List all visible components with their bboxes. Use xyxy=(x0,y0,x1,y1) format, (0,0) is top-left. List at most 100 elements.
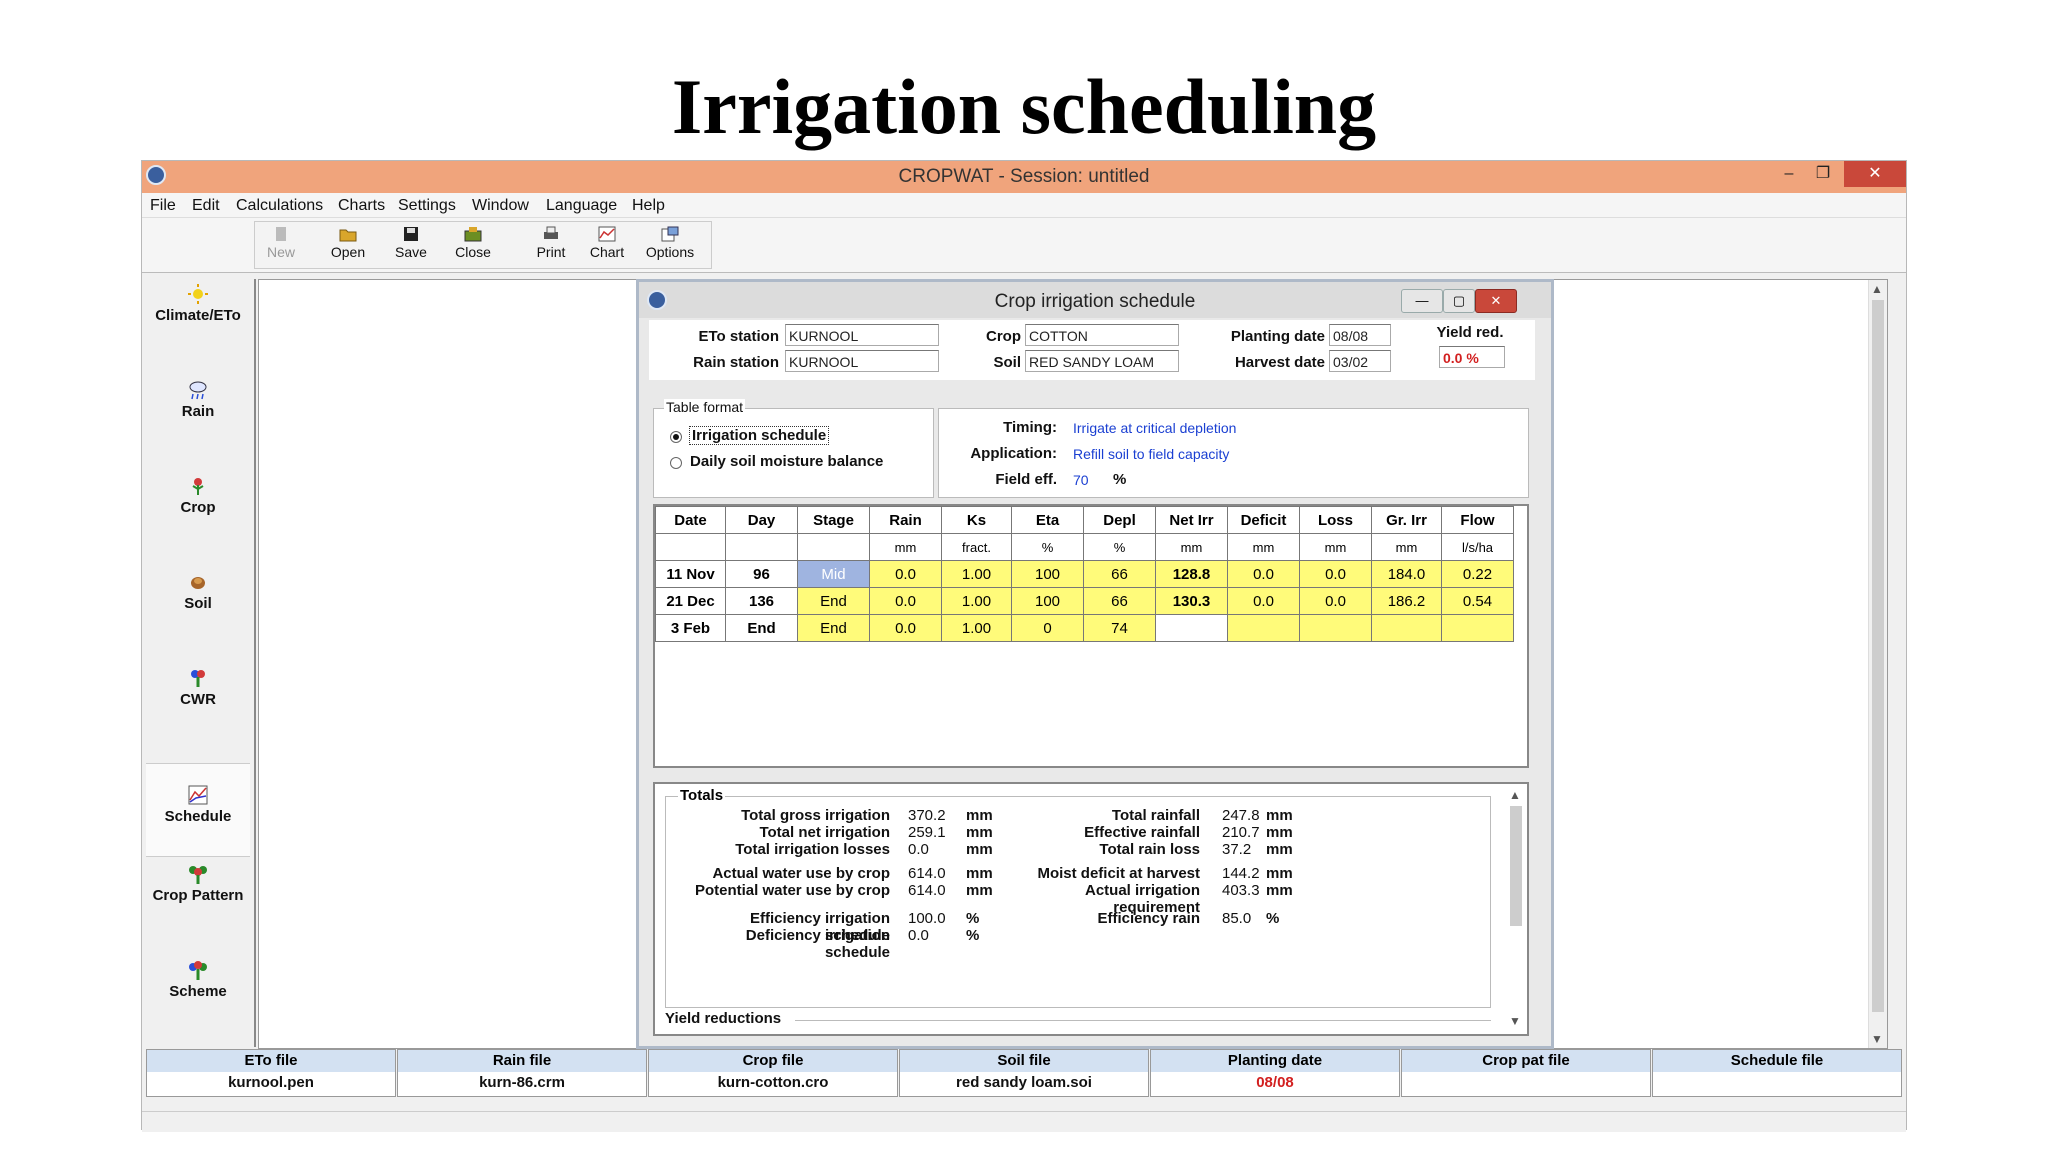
daily-balance-radio[interactable] xyxy=(670,457,682,469)
column-header[interactable]: Date xyxy=(655,506,726,534)
menu-charts[interactable]: Charts xyxy=(338,197,386,214)
soil-icon xyxy=(191,577,205,589)
table-cell: 0.0 xyxy=(869,614,942,642)
status-cell[interactable]: Planting date 08/08 xyxy=(1150,1049,1400,1097)
timing-value[interactable]: Irrigate at critical depletion xyxy=(1073,420,1237,436)
field-eff-value[interactable]: 70 xyxy=(1073,472,1089,488)
eto-station-field: KURNOOL xyxy=(785,324,939,346)
totals-unit: mm xyxy=(966,841,993,858)
table-format-legend: Table format xyxy=(664,399,746,415)
totals-unit: mm xyxy=(1266,824,1293,841)
window-title: CROPWAT - Session: untitled xyxy=(898,166,1150,187)
totals-value: 85.0 xyxy=(1222,910,1252,927)
table-cell xyxy=(1155,614,1228,642)
totals-scroll-down-icon[interactable]: ▼ xyxy=(1509,1014,1521,1028)
scroll-down-icon[interactable]: ▼ xyxy=(1871,1032,1883,1046)
column-header[interactable]: Depl xyxy=(1083,506,1156,534)
open-button[interactable]: Open xyxy=(311,224,385,266)
menu-language[interactable]: Language xyxy=(546,197,618,214)
schedule-table-panel: Date Day Stage Rain Ks Eta Depl Net Irr Deficit L… xyxy=(653,504,1529,768)
scroll-up-icon[interactable]: ▲ xyxy=(1871,282,1883,296)
status-cell[interactable]: Soil file red sandy loam.soi xyxy=(899,1049,1149,1097)
yield-red-label: Yield red. xyxy=(1436,324,1504,341)
open-label: Open xyxy=(330,244,366,260)
status-heading: ETo file xyxy=(147,1050,395,1072)
totals-value: 37.2 xyxy=(1222,841,1252,858)
table-cell: 130.3 xyxy=(1155,587,1228,615)
options-label: Options xyxy=(645,244,695,260)
status-value: kurnool.pen xyxy=(228,1074,314,1091)
irrigation-schedule-radio[interactable] xyxy=(670,431,682,443)
totals-scroll-thumb[interactable] xyxy=(1510,806,1522,926)
status-cell[interactable]: Schedule file xyxy=(1652,1049,1902,1097)
child-title-bar: Crop irrigation schedule — ▢ ✕ xyxy=(639,282,1551,318)
sidebar-item-soil[interactable]: Soil xyxy=(146,571,250,651)
menu-window[interactable]: Window xyxy=(472,197,529,214)
status-cell[interactable]: Crop file kurn-cotton.cro xyxy=(648,1049,898,1097)
minimize-button[interactable]: – xyxy=(1784,165,1794,182)
menu-help[interactable]: Help xyxy=(632,197,665,214)
column-header[interactable]: Flow xyxy=(1441,506,1514,534)
totals-scroll-up-icon[interactable]: ▲ xyxy=(1509,788,1521,802)
options-button[interactable]: Options xyxy=(639,224,701,266)
totals-scrollbar[interactable]: ▲ ▼ xyxy=(1507,788,1525,1028)
menu-settings[interactable]: Settings xyxy=(398,197,456,214)
menu-file[interactable]: File xyxy=(150,197,176,214)
totals-unit: mm xyxy=(966,824,993,841)
irrigation-schedule-option[interactable]: Irrigation schedule xyxy=(688,426,830,445)
column-header[interactable]: Loss xyxy=(1299,506,1372,534)
column-header[interactable]: Gr. Irr xyxy=(1371,506,1442,534)
chart-button[interactable]: Chart xyxy=(581,224,633,266)
child-restore-button[interactable]: ▢ xyxy=(1443,289,1475,313)
menu-calculations[interactable]: Calculations xyxy=(236,197,324,214)
save-button[interactable]: Save xyxy=(385,224,437,266)
print-label: Print xyxy=(536,244,566,260)
sidebar-item-climate[interactable]: Climate/ETo xyxy=(146,283,250,363)
child-close-button[interactable]: ✕ xyxy=(1475,289,1517,313)
cwr-icon xyxy=(191,670,205,687)
column-unit xyxy=(797,533,870,561)
column-header[interactable]: Ks xyxy=(941,506,1012,534)
slide-title: Irrigation scheduling xyxy=(671,63,1377,150)
close-label: Close xyxy=(455,244,491,260)
column-unit: l/s/ha xyxy=(1441,533,1514,561)
status-cell[interactable]: ETo file kurnool.pen xyxy=(146,1049,396,1097)
workspace-scrollbar[interactable]: ▲ ▼ xyxy=(1868,280,1887,1048)
status-cell[interactable]: Rain file kurn-86.crm xyxy=(397,1049,647,1097)
new-file-icon xyxy=(276,227,286,241)
column-header[interactable]: Net Irr xyxy=(1155,506,1228,534)
close-doc-button[interactable]: Close xyxy=(447,224,499,266)
child-minimize-button[interactable]: — xyxy=(1401,289,1443,313)
column-unit: mm xyxy=(1227,533,1300,561)
table-cell: 66 xyxy=(1083,560,1156,588)
totals-value: 0.0 xyxy=(908,927,929,944)
column-header[interactable]: Deficit xyxy=(1227,506,1300,534)
bottom-strip xyxy=(142,1111,1906,1132)
sidebar-item-crop[interactable]: Crop xyxy=(146,475,250,555)
new-button[interactable]: New xyxy=(255,224,307,266)
application-value[interactable]: Refill soil to field capacity xyxy=(1073,446,1230,462)
field-eff-unit: % xyxy=(1113,471,1127,488)
restore-button[interactable]: ❐ xyxy=(1815,165,1831,182)
table-cell: 1.00 xyxy=(941,560,1012,588)
totals-unit: mm xyxy=(1266,807,1293,824)
sidebar-item-schedule[interactable]: Schedule xyxy=(146,763,250,857)
column-header[interactable]: Stage xyxy=(797,506,870,534)
table-cell: 21 Dec xyxy=(655,587,726,615)
print-button[interactable]: Print xyxy=(525,224,577,266)
column-header[interactable]: Day xyxy=(725,506,798,534)
status-cell[interactable]: Crop pat file xyxy=(1401,1049,1651,1097)
close-button[interactable]: ✕ xyxy=(1844,161,1906,187)
sidebar-item-scheme[interactable]: Scheme xyxy=(146,959,250,1039)
plant-icon xyxy=(192,478,204,495)
totals-value: 370.2 xyxy=(908,807,946,824)
sidebar-item-rain[interactable]: Rain xyxy=(146,379,250,459)
column-header[interactable]: Rain xyxy=(869,506,942,534)
menu-edit[interactable]: Edit xyxy=(192,197,220,214)
sidebar-item-cwr[interactable]: CWR xyxy=(146,667,250,747)
totals-value: 100.0 xyxy=(908,910,946,927)
column-header[interactable]: Eta xyxy=(1011,506,1084,534)
scrollbar-thumb[interactable] xyxy=(1872,300,1884,1012)
daily-balance-option[interactable]: Daily soil moisture balance xyxy=(690,453,884,470)
sidebar-item-crop-pattern[interactable]: Crop Pattern xyxy=(146,863,250,943)
